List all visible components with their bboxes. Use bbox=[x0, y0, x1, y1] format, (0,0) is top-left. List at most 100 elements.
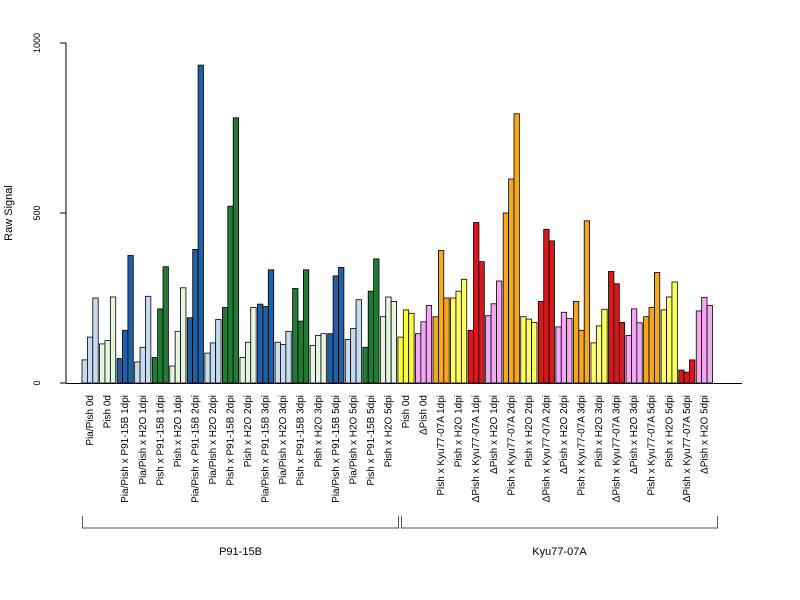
bar bbox=[478, 261, 485, 384]
y-tick-label: 0 bbox=[32, 380, 42, 385]
bar bbox=[583, 220, 591, 384]
x-tick-label: Pish x H2O 2dpi bbox=[243, 395, 254, 467]
x-tick-label: ΔPish x H2O 2dpi bbox=[559, 395, 570, 474]
bar bbox=[701, 296, 708, 384]
bar bbox=[262, 306, 269, 384]
bar bbox=[145, 295, 152, 384]
bar bbox=[590, 342, 597, 384]
bar bbox=[315, 334, 322, 384]
bar bbox=[520, 316, 527, 384]
bar bbox=[302, 269, 310, 384]
bar bbox=[683, 371, 690, 384]
x-tick-label: Pia/Pish 0d bbox=[85, 395, 96, 446]
bar bbox=[232, 117, 239, 384]
bar bbox=[397, 336, 404, 384]
bar bbox=[267, 269, 275, 384]
bar bbox=[209, 342, 217, 384]
bar bbox=[338, 266, 345, 384]
bar bbox=[631, 308, 638, 384]
bar bbox=[455, 290, 462, 384]
x-tick-label: Pish x Kyu77-07A 2dpi bbox=[506, 395, 517, 496]
bar bbox=[437, 249, 445, 384]
group-brackets: P91-15B Kyu77-07A bbox=[82, 516, 718, 558]
x-tick-label: ΔPish x Kyu77-07A 3dpi bbox=[612, 395, 623, 502]
bar bbox=[274, 341, 281, 384]
x-tick-label: Pia/Pish x H2O 2dpi bbox=[208, 395, 219, 485]
bar bbox=[104, 340, 111, 384]
x-tick-label: ΔPish x Kyu77-07A 5dpi bbox=[682, 395, 693, 502]
x-tick-label: ΔPish x H2O 1dpi bbox=[489, 395, 500, 474]
bar bbox=[460, 278, 468, 384]
bar bbox=[648, 307, 655, 384]
x-tick-labels: Pia/Pish 0d Pish 0d Pia/Pish x P91-15B 1dp… bbox=[85, 395, 710, 503]
bar bbox=[280, 344, 287, 384]
bar bbox=[332, 275, 339, 384]
bar bbox=[355, 299, 362, 384]
bar bbox=[180, 287, 187, 384]
x-tick-label: Pia/Pish x H2O 5dpi bbox=[348, 395, 359, 485]
bar bbox=[385, 296, 392, 384]
bar bbox=[502, 212, 510, 384]
bar bbox=[390, 300, 397, 384]
x-tick-label: Pia/Pish x P91-15B 3dpi bbox=[261, 395, 272, 503]
bar bbox=[320, 333, 327, 384]
bar bbox=[608, 271, 615, 384]
x-tick-label: ΔPish x Kyu77-07A 2dpi bbox=[541, 395, 552, 502]
bar bbox=[239, 357, 246, 384]
x-tick-label: Pish x Kyu77-07A 5dpi bbox=[647, 395, 658, 496]
y-axis: 0 500 1000 bbox=[32, 33, 67, 386]
x-tick-label: Pia/Pish x P91-15B 2dpi bbox=[190, 395, 201, 503]
bar bbox=[402, 309, 410, 384]
bar bbox=[151, 357, 158, 384]
bar bbox=[162, 266, 169, 384]
bar bbox=[473, 222, 480, 384]
x-tick-label: ΔPish x H2O 5dpi bbox=[699, 395, 710, 474]
bar bbox=[555, 326, 562, 384]
bar bbox=[485, 315, 492, 384]
bar bbox=[636, 322, 643, 384]
bar bbox=[297, 320, 304, 384]
bar bbox=[408, 312, 415, 384]
bar bbox=[618, 322, 626, 384]
bar bbox=[221, 307, 229, 384]
x-tick-label: ΔPish 0d bbox=[419, 395, 430, 435]
bar bbox=[285, 330, 292, 384]
bars bbox=[81, 64, 713, 384]
x-tick-label: Pish x H2O 5dpi bbox=[664, 395, 675, 467]
bar bbox=[432, 316, 439, 384]
bar bbox=[537, 300, 545, 384]
bar bbox=[525, 318, 532, 384]
bar bbox=[467, 329, 474, 384]
x-tick-label: Pish 0d bbox=[401, 395, 412, 428]
bar bbox=[215, 319, 222, 384]
bar bbox=[566, 317, 573, 384]
bar bbox=[443, 297, 450, 384]
x-tick-label: Pish x Kyu77-07A 3dpi bbox=[577, 395, 588, 496]
x-tick-label: Pish x P91-15B 3dpi bbox=[296, 395, 307, 486]
x-tick-label: Pish 0d bbox=[103, 395, 114, 428]
y-tick-label: 500 bbox=[32, 205, 42, 220]
bar bbox=[227, 205, 234, 384]
bar bbox=[450, 297, 457, 384]
bar bbox=[309, 345, 316, 384]
x-tick-label: Pia/Pish x P91-15B 1dpi bbox=[120, 395, 131, 503]
bar bbox=[425, 305, 433, 384]
bar bbox=[706, 305, 713, 384]
bar bbox=[531, 322, 538, 384]
bar bbox=[560, 311, 568, 384]
bar bbox=[92, 297, 99, 384]
x-tick-label: Pish x H2O 1dpi bbox=[173, 395, 184, 467]
bar bbox=[666, 296, 673, 384]
y-tick-label: 1000 bbox=[32, 33, 42, 53]
bar bbox=[204, 352, 211, 384]
x-tick-label: Pish x P91-15B 1dpi bbox=[155, 395, 166, 486]
group-label: Kyu77-07A bbox=[532, 546, 587, 558]
group-label: P91-15B bbox=[219, 546, 262, 558]
bar bbox=[362, 346, 369, 384]
bar bbox=[573, 300, 580, 384]
bar bbox=[197, 64, 204, 384]
bar bbox=[548, 240, 555, 384]
bar bbox=[244, 341, 252, 384]
bar bbox=[292, 288, 299, 384]
group-bracket bbox=[82, 516, 399, 529]
